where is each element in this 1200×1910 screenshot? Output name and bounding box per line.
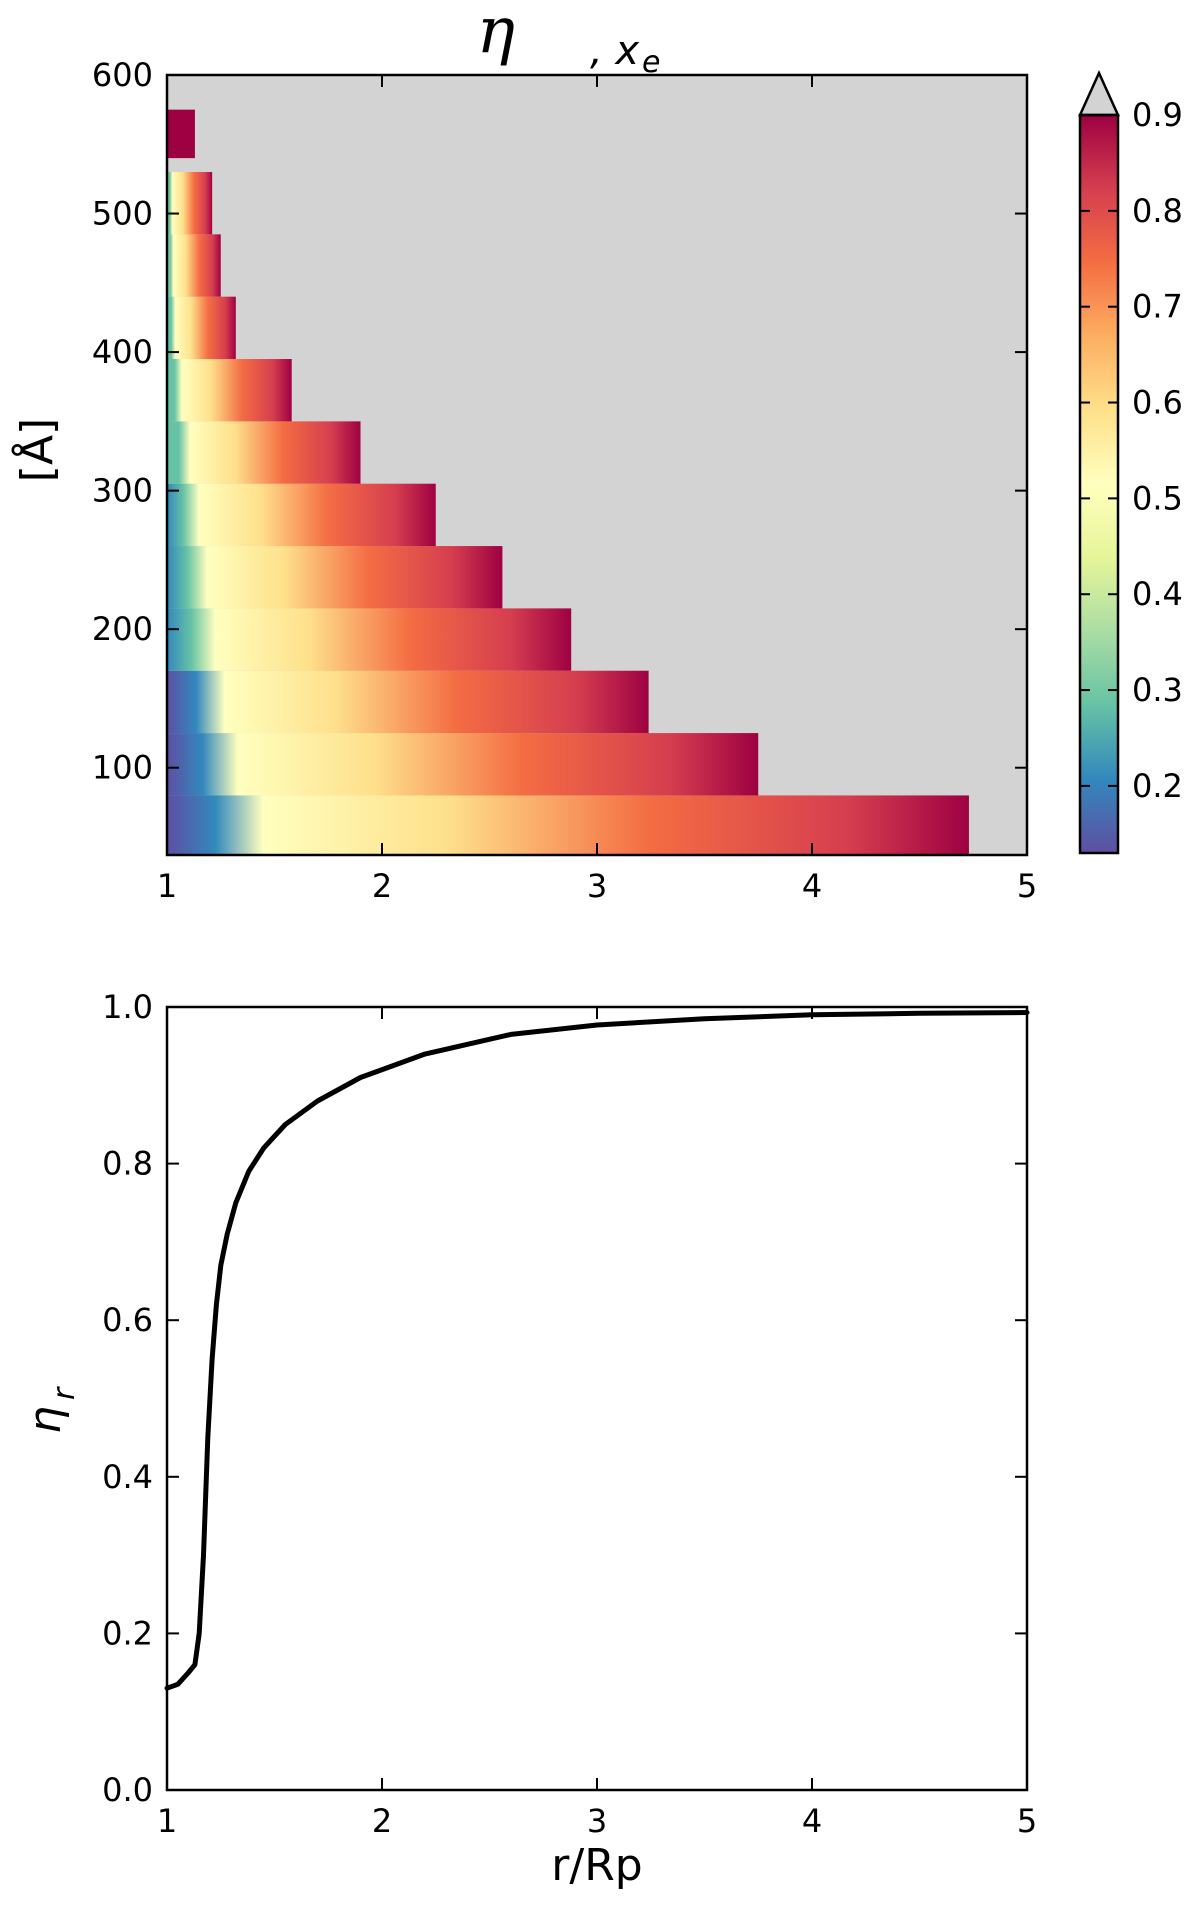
line-frame	[165, 1005, 1029, 1792]
colorbar-tick-label: 0.4	[1132, 575, 1183, 613]
heatmap-band	[167, 171, 213, 235]
colorbar: 0.2 0.3 0.4 0.5 0.6 0.7 0.8 0.9	[1078, 69, 1183, 855]
heatmap-ytick-label: 200	[92, 610, 153, 648]
line-ytick-label: 1.0	[102, 988, 153, 1026]
line-xtick-label: 2	[372, 1802, 392, 1840]
colorbar-gradient	[1080, 115, 1118, 853]
heatmap-ytick-label: 300	[92, 472, 153, 510]
heatmap-ytick-label: 500	[92, 195, 153, 233]
heatmap-title-symbol: η	[477, 0, 515, 68]
heatmap-ytick-label: 100	[92, 749, 153, 787]
colorbar-tick-label: 0.6	[1132, 384, 1183, 422]
heatmap-panel: 1 2 3 4 5 100 200 300 400 500 600 η , x e [Å]	[10, 0, 1037, 905]
heatmap-xtick-label: 5	[1017, 867, 1037, 905]
line-ylabel-symbol: η	[20, 1406, 71, 1434]
heatmap-xtick-label: 1	[157, 867, 177, 905]
line-ytick-label: 0.0	[102, 1771, 153, 1809]
colorbar-ticks: 0.2 0.3 0.4 0.5 0.6 0.7 0.8 0.9	[1080, 96, 1183, 805]
colorbar-extend-max	[1078, 69, 1120, 117]
heatmap-xtick-label: 4	[802, 867, 822, 905]
heatmap-band	[167, 608, 572, 671]
colorbar-tick-label: 0.2	[1132, 767, 1183, 805]
line-ticks: 1 2 3 4 5 0.0 0.2 0.4 0.6 0.8 1.0	[102, 988, 1037, 1840]
line-xtick-label: 1	[157, 1802, 177, 1840]
line-ylabel: η r	[20, 1386, 82, 1434]
colorbar-tick-label: 0.8	[1132, 192, 1183, 230]
heatmap-xtick-label: 3	[587, 867, 607, 905]
line-ytick-label: 0.8	[102, 1145, 153, 1183]
line-xtick-label: 3	[587, 1802, 607, 1840]
heatmap-title-subscript: , x	[590, 28, 639, 74]
heatmap-xtick-label: 2	[372, 867, 392, 905]
heatmap-band	[167, 733, 759, 796]
heatmap-band	[167, 359, 292, 422]
line-xlabel: r/Rp	[551, 1840, 642, 1891]
heatmap-band	[167, 296, 236, 360]
heatmap-band	[167, 670, 649, 734]
heatmap-band	[167, 546, 503, 609]
heatmap-band	[167, 795, 969, 855]
heatmap-band	[167, 109, 195, 159]
heatmap-ytick-label: 600	[92, 56, 153, 94]
line-ytick-label: 0.6	[102, 1301, 153, 1339]
line-ylabel-subscript: r	[47, 1386, 82, 1400]
heatmap-band	[167, 234, 221, 297]
line-series	[164, 1010, 1030, 1691]
heatmap-ticks: 1 2 3 4 5 100 200 300 400 500 600	[92, 56, 1037, 905]
colorbar-frame	[1078, 113, 1120, 855]
heatmap-title-subsubscript: e	[642, 45, 660, 80]
heatmap-ylabel: [Å]	[10, 418, 63, 482]
heatmap-band	[167, 421, 361, 484]
colorbar-tick-label: 0.9	[1132, 96, 1183, 134]
line-ytick-label: 0.2	[102, 1614, 153, 1652]
line-xtick-label: 5	[1017, 1802, 1037, 1840]
heatmap-bands	[167, 109, 969, 855]
line-xtick-label: 4	[802, 1802, 822, 1840]
colorbar-tick-label: 0.7	[1132, 288, 1183, 326]
line-panel: 1 2 3 4 5 0.0 0.2 0.4 0.6 0.8 1.0 r/Rp η r	[20, 988, 1037, 1891]
colorbar-tick-label: 0.3	[1132, 671, 1183, 709]
heatmap-ytick-label: 400	[92, 333, 153, 371]
heatmap-band	[167, 483, 436, 547]
line-ytick-label: 0.4	[102, 1458, 153, 1496]
colorbar-tick-label: 0.5	[1132, 479, 1183, 517]
